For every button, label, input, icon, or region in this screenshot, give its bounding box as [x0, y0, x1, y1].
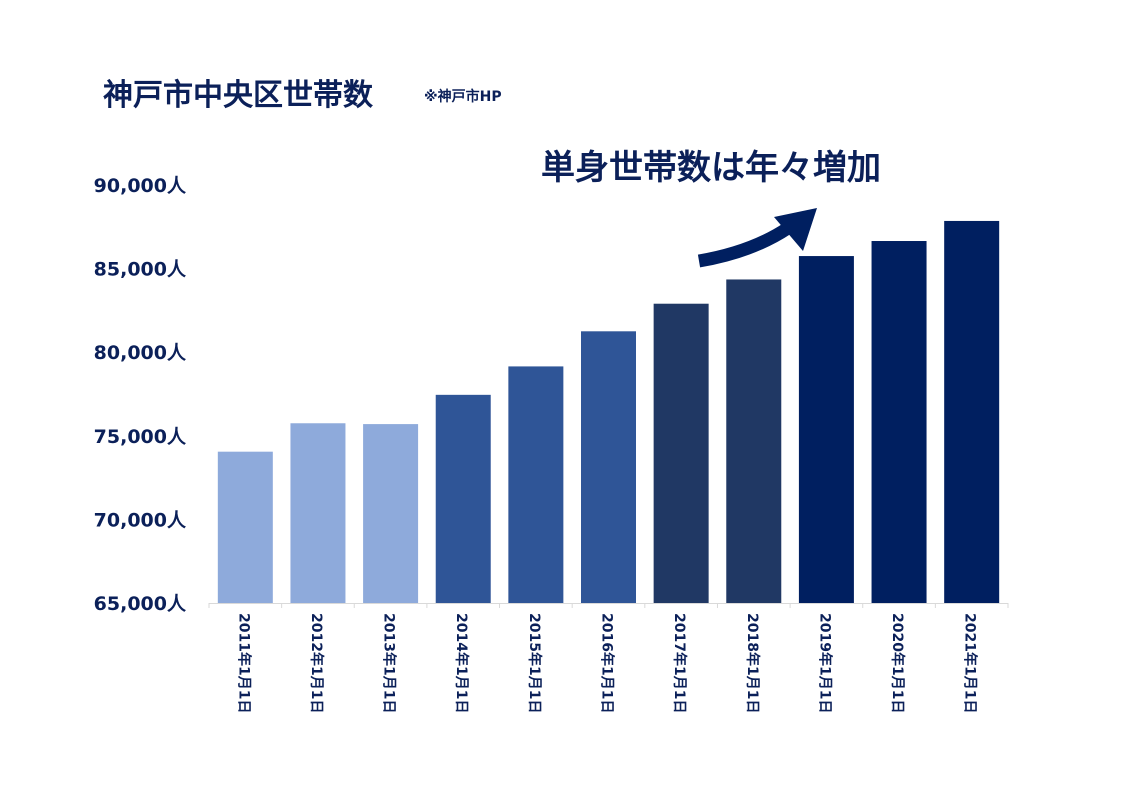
trend-arrow-shaft: [697, 222, 792, 268]
trend-annotation: 単身世帯数は年々増加: [541, 148, 881, 188]
bar: [871, 241, 927, 603]
bar: [217, 451, 273, 603]
x-tick-label: 2014年1月1日: [453, 613, 470, 713]
x-tick-label: 2011年1月1日: [235, 613, 252, 713]
bar: [944, 220, 1000, 603]
x-tick-label: 2013年1月1日: [381, 613, 398, 713]
x-tick-label: 2017年1月1日: [671, 613, 688, 713]
trend-arrow-head: [774, 208, 817, 251]
bar: [435, 394, 491, 603]
y-tick-label: 75,000人: [94, 426, 187, 448]
y-tick-label: 90,000人: [94, 175, 187, 197]
bars: [217, 220, 1000, 603]
x-tick-label: 2015年1月1日: [526, 613, 543, 713]
bar: [653, 303, 709, 603]
trend-arrow: [697, 208, 817, 268]
x-tick-label: 2012年1月1日: [308, 613, 325, 713]
bar: [290, 423, 346, 603]
bar: [726, 279, 782, 603]
y-tick-label: 70,000人: [94, 509, 187, 531]
y-tick-label: 85,000人: [94, 259, 187, 281]
bar: [363, 424, 419, 603]
y-tick-label: 65,000人: [94, 593, 187, 615]
y-tick-label: 80,000人: [94, 342, 187, 364]
x-tick-label: 2020年1月1日: [889, 613, 906, 713]
y-axis: 65,000人 70,000人 75,000人 80,000人 85,000人 90,00…: [94, 175, 187, 615]
x-tick-label: 2021年1月1日: [962, 613, 979, 713]
x-axis: 2011年1月1日 2012年1月1日 2013年1月1日 2014年1月1日 2015…: [208, 603, 1009, 713]
bar: [581, 331, 636, 603]
bar: [798, 256, 854, 603]
source-note: ※神戸市HP: [424, 89, 502, 105]
bar: [508, 366, 564, 603]
x-tick-label: 2018年1月1日: [744, 613, 761, 713]
x-tick-label: 2019年1月1日: [816, 613, 833, 713]
x-tick-label: 2016年1月1日: [599, 613, 616, 713]
chart-title: 神戸市中央区世帯数: [103, 78, 373, 113]
